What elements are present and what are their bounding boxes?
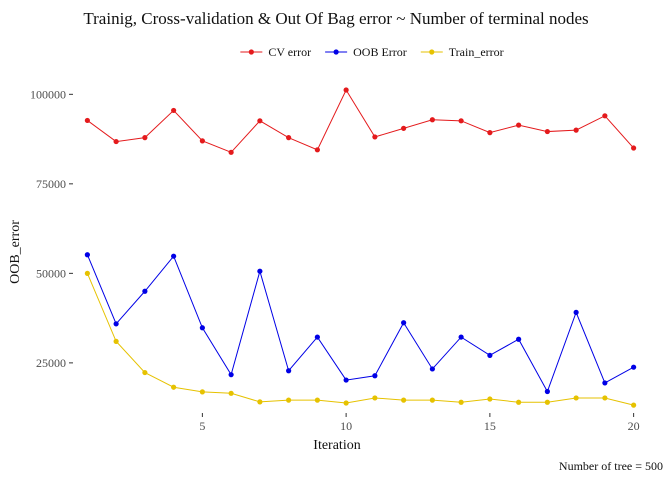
cv-error-point <box>487 130 493 136</box>
x-tick-label: 5 <box>199 419 205 433</box>
train-error-point <box>257 399 263 405</box>
train-error-point <box>458 399 464 405</box>
train-error-point <box>314 397 320 403</box>
train-error-point <box>142 369 148 376</box>
train-error-point <box>372 395 378 401</box>
cv-error-point <box>286 135 292 141</box>
cv-error-point <box>372 134 378 140</box>
legend-marker-cv-error <box>248 49 254 55</box>
train-error-point <box>544 399 550 405</box>
oob-error-line <box>86 254 634 393</box>
oob-error-point <box>171 253 177 259</box>
cv-error-point <box>228 149 234 155</box>
y-tick-label: 100000 <box>30 87 66 101</box>
train-error-point <box>84 270 90 276</box>
train-error-point <box>343 400 349 406</box>
legend-label-oob-error: OOB Error <box>353 45 407 59</box>
oob-error-point <box>573 309 579 315</box>
oob-error-point <box>142 288 148 294</box>
train-error-point <box>171 384 177 390</box>
train-error-point <box>199 389 205 395</box>
oob-error-point <box>84 252 90 258</box>
oob-error-point <box>343 377 349 383</box>
y-tick-label: 25000 <box>36 356 66 370</box>
caption: Number of tree = 500 <box>559 459 663 473</box>
cv-error-point <box>401 125 407 131</box>
cv-error-point <box>257 118 263 124</box>
oob-error-point <box>487 352 493 358</box>
cv-error-point <box>199 138 205 144</box>
oob-error-point <box>401 320 407 326</box>
x-tick-label: 20 <box>628 419 640 433</box>
cv-error-point <box>458 118 464 124</box>
legend: CV error OOB Error Train_error <box>240 45 504 59</box>
oob-error-point <box>544 388 550 395</box>
cv-error-point <box>516 122 522 128</box>
cv-error-point <box>573 127 579 133</box>
train-error-point <box>401 397 407 403</box>
oob-error-point <box>199 325 205 331</box>
plot-area <box>84 87 637 408</box>
cv-error-point <box>631 145 637 151</box>
train-error-point <box>516 399 522 405</box>
cv-error-point <box>171 107 177 114</box>
y-axis: 25000 50000 75000 100000 <box>30 87 73 370</box>
x-tick-label: 15 <box>484 419 496 433</box>
cv-error-point <box>142 135 148 141</box>
oob-error-point <box>631 364 637 370</box>
train-error-line <box>86 273 634 406</box>
oob-error-point <box>314 334 320 340</box>
oob-error-point <box>516 336 522 342</box>
cv-error-point <box>343 87 349 93</box>
train-error-point <box>429 397 435 403</box>
train-error-point <box>286 397 292 403</box>
train-error-point <box>487 396 493 402</box>
train-error-point <box>228 390 234 396</box>
legend-marker-oob-error <box>333 49 339 55</box>
train-error-point <box>631 402 637 408</box>
x-axis-title: Iteration <box>313 438 360 453</box>
oob-error-point <box>458 334 464 340</box>
train-error-point <box>602 395 608 401</box>
legend-marker-train-error <box>429 49 435 55</box>
cv-error-point <box>84 117 90 124</box>
legend-label-train-error: Train_error <box>449 45 504 59</box>
cv-error-point <box>314 147 320 153</box>
oob-error-point <box>228 372 234 378</box>
oob-error-point <box>257 268 263 274</box>
oob-error-point <box>286 368 292 374</box>
x-axis: 5 10 15 20 <box>199 413 640 433</box>
cv-error-point <box>113 138 119 145</box>
y-tick-label: 50000 <box>36 266 66 280</box>
train-error-point <box>113 338 119 344</box>
oob-error-point <box>429 366 435 372</box>
chart-title: Trainig, Cross-validation & Out Of Bag e… <box>83 9 588 28</box>
cv-error-point <box>429 117 435 123</box>
oob-error-point <box>113 321 119 327</box>
oob-error-point <box>372 373 378 379</box>
x-tick-label: 10 <box>340 419 352 433</box>
train-error-point <box>573 395 579 401</box>
legend-label-cv-error: CV error <box>268 45 311 59</box>
y-tick-label: 75000 <box>36 177 66 191</box>
y-axis-title: OOB_error <box>8 220 23 284</box>
cv-error-point <box>544 128 550 135</box>
oob-error-point <box>602 380 608 386</box>
cv-error-line <box>87 88 634 153</box>
cv-error-point <box>602 113 608 119</box>
